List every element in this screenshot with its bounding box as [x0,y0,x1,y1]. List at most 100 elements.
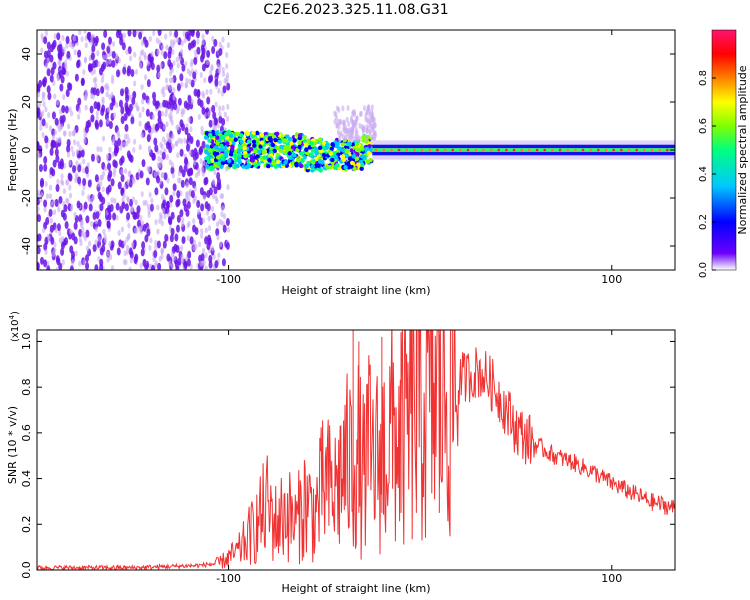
noise-cell [109,102,114,111]
noise-cell [136,30,140,34]
snr-series-line [37,330,675,570]
noise-cell [68,130,72,137]
noise-cell [180,81,184,88]
signal-cell [349,164,354,169]
noise-cell [138,144,142,151]
noise-cell [181,169,186,178]
noise-cell [141,241,146,250]
noise-cell [180,111,184,118]
noise-cell [199,158,203,165]
noise-cell [183,260,188,269]
signal-halo-cell [342,127,346,134]
snr-line-layer [37,330,675,570]
noise-cell [179,209,184,218]
noise-cell [65,36,70,45]
signal-cell [340,154,346,159]
signal-peak-dot [666,148,669,152]
noise-cell [38,164,43,173]
snr-y-multiplier: (x104) [8,311,21,342]
noise-cell [171,49,175,56]
signal-halo-cell [371,119,375,126]
signal-cell [215,141,220,146]
noise-cell [49,166,54,175]
noise-cell [58,195,63,204]
noise-cell [217,87,221,94]
signal-cell [230,147,235,152]
noise-cell [144,74,148,81]
signal-cell [266,163,271,169]
snr-x-tick-label: 100 [601,572,622,585]
noise-cell [164,100,169,109]
noise-cell [176,214,181,223]
noise-cell [73,221,78,230]
noise-cell [88,240,92,247]
noise-cell [222,213,227,220]
noise-cell [90,33,94,40]
noise-cell [205,30,210,35]
colorbar: 0.0 0.2 0.4 0.6 0.8 Normalized spectral ampl… [698,29,749,278]
noise-cell [141,106,145,113]
snr-panel: 0.0 0.2 0.4 0.6 0.8 1.0 -100 100 Height of str… [6,311,676,595]
noise-cell [169,137,173,144]
noise-cell [122,192,126,199]
noise-cell [121,201,126,210]
signal-cell [254,130,260,136]
signal-halo-cell [353,136,357,143]
signal-cell [231,140,236,146]
noise-cell [42,227,46,234]
noise-cell [172,94,176,101]
noise-cell [44,122,49,129]
signal-cell [262,155,267,160]
signal-cell [270,142,276,148]
noise-cell [44,30,48,37]
noise-cell [94,218,98,225]
noise-cell [61,67,66,76]
noise-cell [221,117,226,126]
noise-cell [170,262,174,269]
signal-cell [283,160,288,165]
noise-cell [43,156,48,165]
noise-cell [111,50,116,59]
snr-frame [36,329,676,571]
noise-cell [102,228,106,235]
noise-cell [156,170,160,177]
noise-cell [159,121,164,130]
signal-peak-dot [413,148,416,152]
noise-cell [64,105,69,114]
snr-y-tick-label: 0.8 [20,378,33,396]
noise-cell [90,52,95,61]
signal-cell [328,165,333,170]
noise-cell [179,73,184,82]
signal-halo-cell [358,122,362,129]
noise-cell [110,91,114,98]
noise-cell [65,89,70,98]
signal-cell [203,135,209,140]
noise-cell [170,119,174,126]
noise-cell [62,130,67,137]
noise-cell [74,73,79,82]
noise-cell [201,47,206,56]
signal-halo-cell [361,125,365,132]
noise-cell [149,237,153,244]
noise-cell [76,113,81,120]
signal-cell [359,162,365,168]
noise-cell [43,36,48,45]
noise-cell [119,88,124,97]
noise-cell [186,235,190,242]
noise-cell [189,135,194,144]
snr-y-ticks: 0.0 0.2 0.4 0.6 0.8 1.0 [20,333,675,579]
noise-cell [109,254,113,261]
signal-cell [314,151,319,156]
noise-cell [206,190,211,199]
signal-cell [305,151,310,156]
noise-cell [168,77,173,84]
noise-cell [179,148,184,157]
noise-cell [186,190,190,197]
signal-cell [292,138,297,143]
signal-cell [297,144,302,150]
colorbar-label: Normalized spectral amplitude [736,65,749,234]
signal-peak-dot [420,148,424,152]
noise-cell [204,252,208,259]
noise-cell [77,164,82,173]
noise-cell [49,147,54,156]
